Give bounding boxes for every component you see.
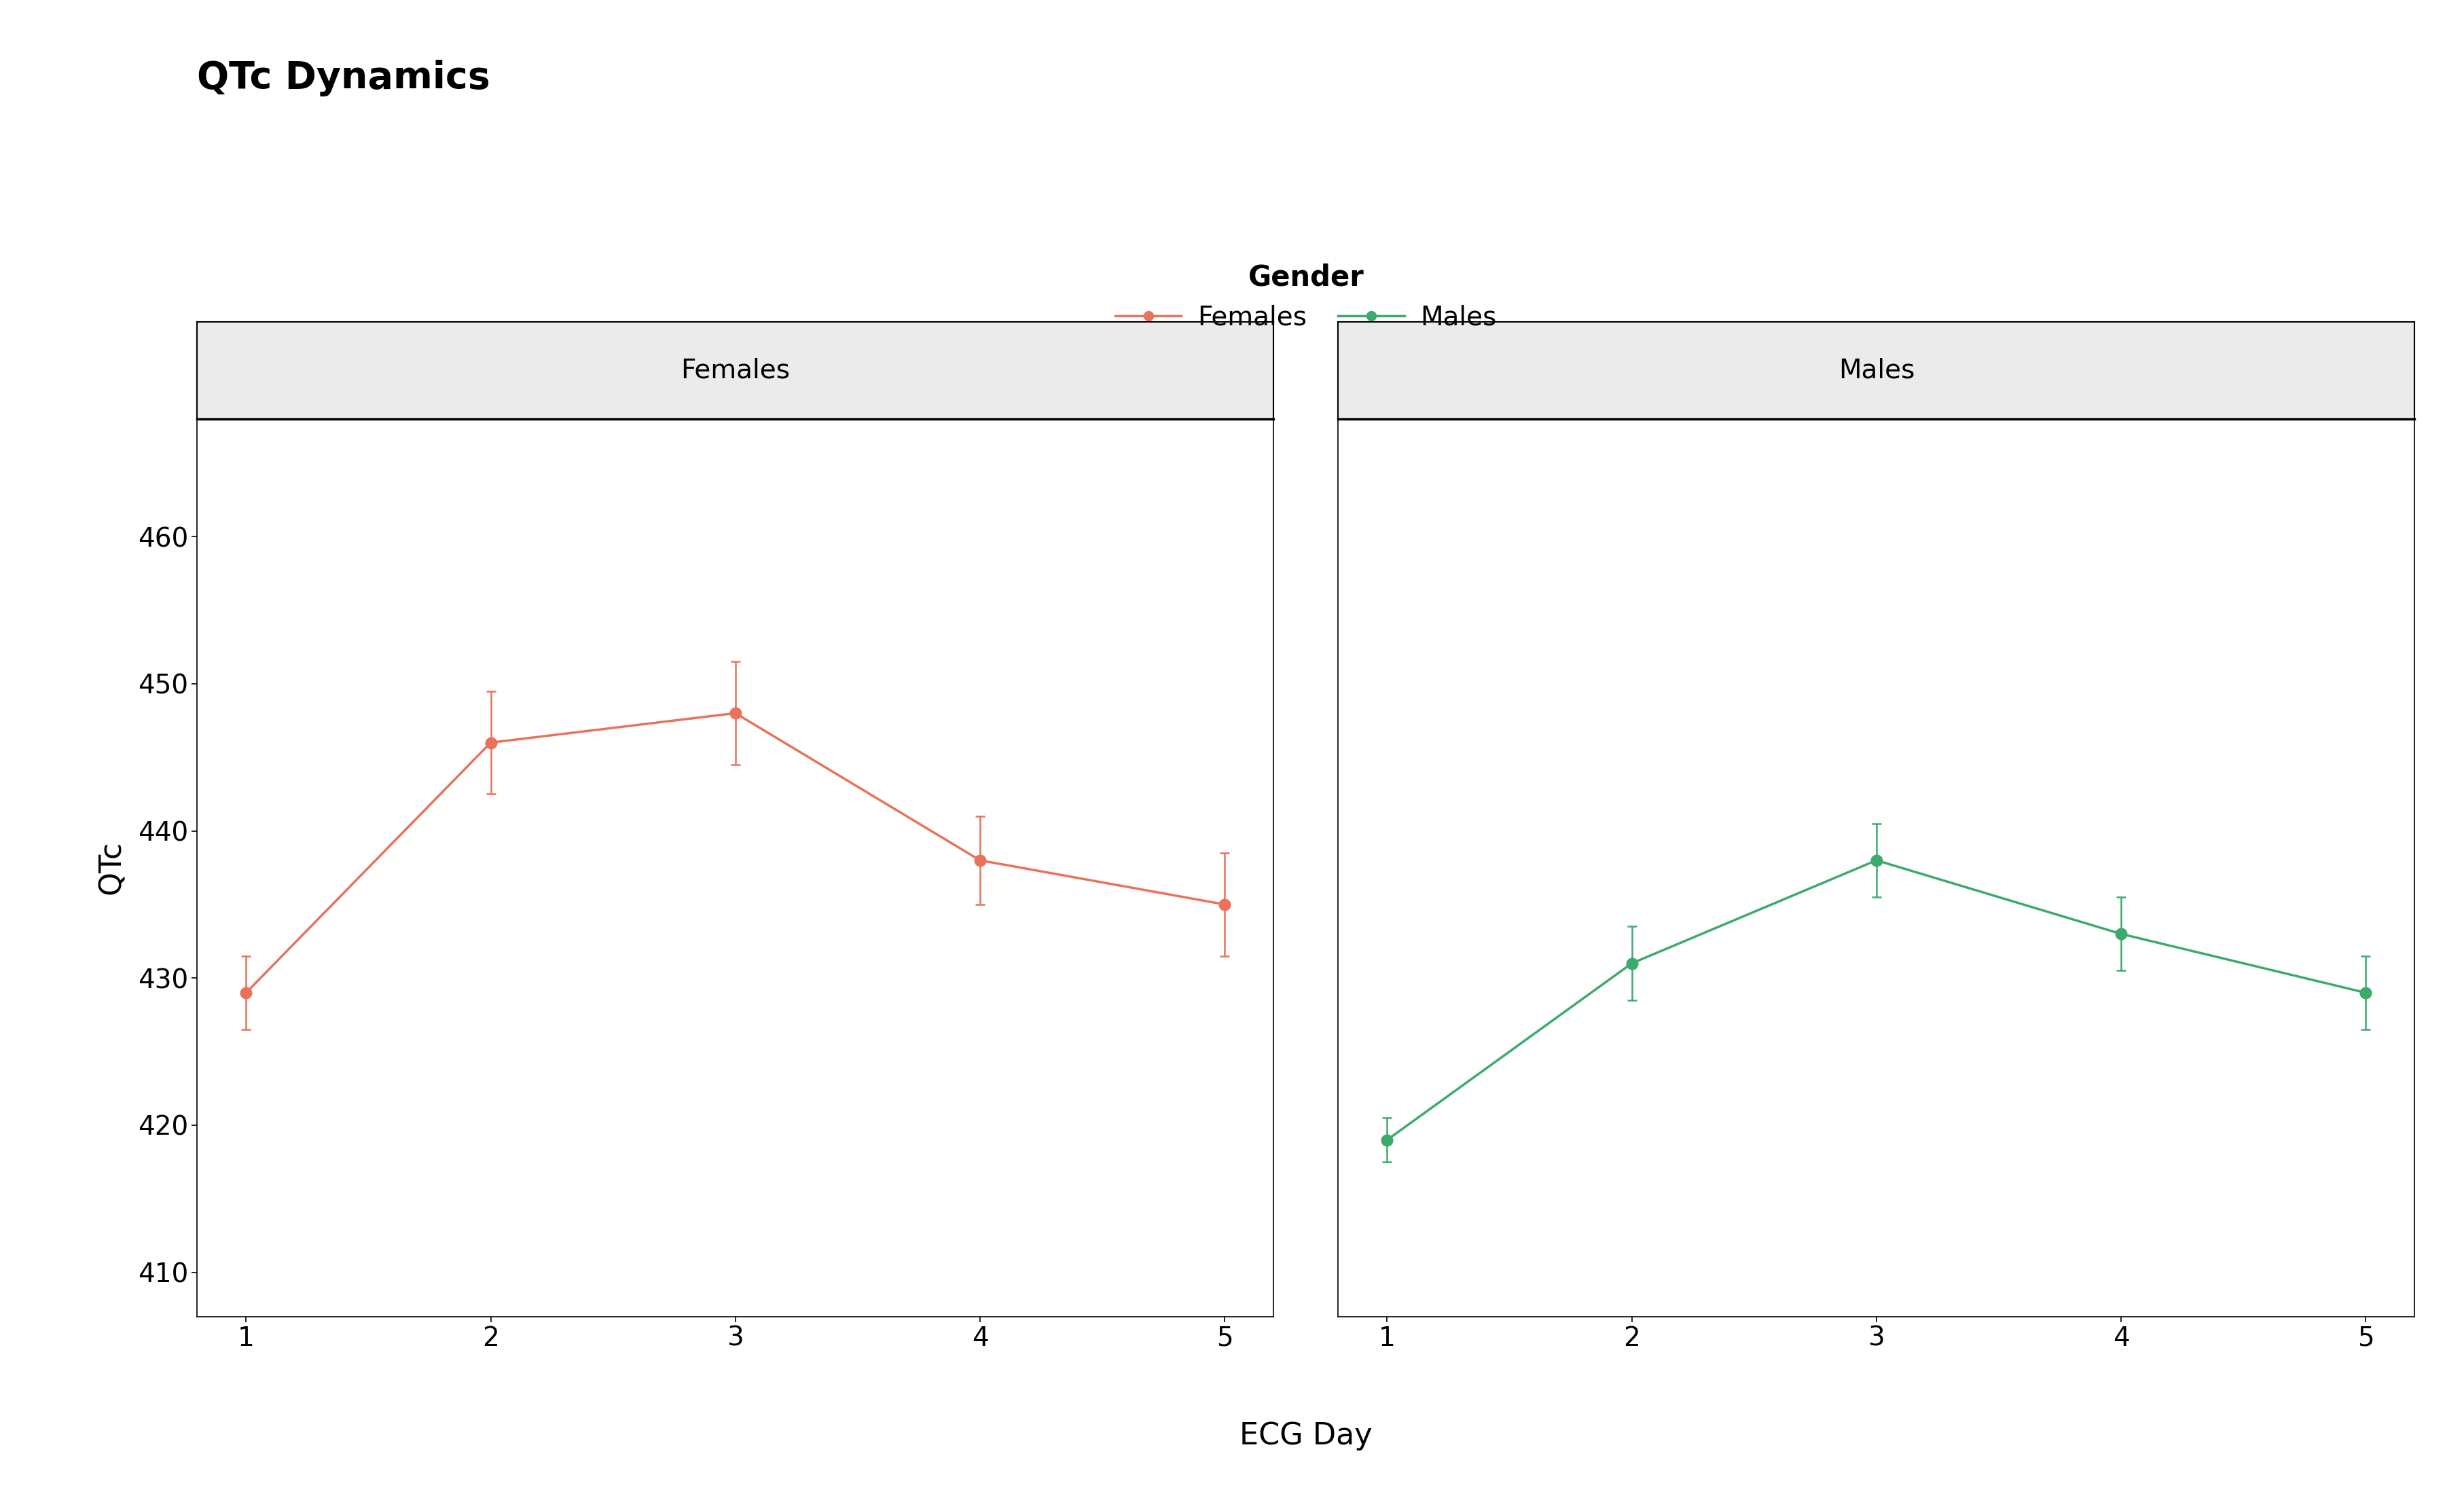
Legend: Females, Males: Females, Males [1104, 253, 1508, 341]
Text: QTc Dynamics: QTc Dynamics [197, 60, 490, 97]
Text: Males: Males [1838, 358, 1915, 383]
Y-axis label: QTc: QTc [96, 841, 126, 895]
Text: ECG Day: ECG Day [1239, 1421, 1372, 1451]
Text: Females: Females [680, 358, 791, 383]
